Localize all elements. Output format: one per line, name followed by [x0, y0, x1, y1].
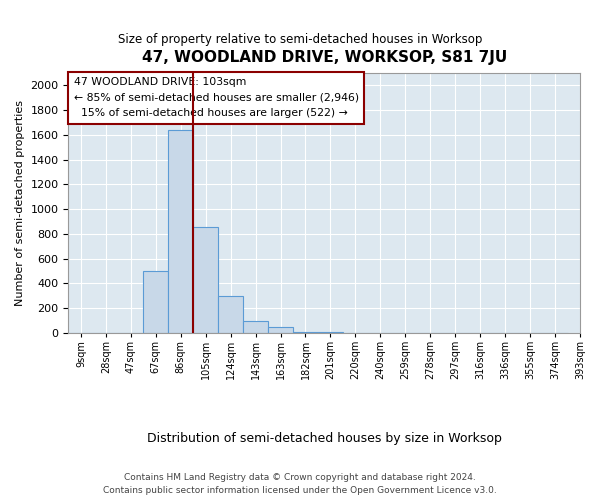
Bar [143, 271, 168, 333]
Bar [168, 130, 193, 333]
Bar [268, 326, 293, 333]
Bar [193, 226, 218, 333]
Text: 47 WOODLAND DRIVE: 103sqm
← 85% of semi-detached houses are smaller (2,946)
  15: 47 WOODLAND DRIVE: 103sqm ← 85% of semi-… [74, 77, 359, 118]
Text: Size of property relative to semi-detached houses in Worksop: Size of property relative to semi-detach… [118, 32, 482, 46]
Y-axis label: Number of semi-detached properties: Number of semi-detached properties [15, 100, 25, 306]
Text: Contains HM Land Registry data © Crown copyright and database right 2024.
Contai: Contains HM Land Registry data © Crown c… [103, 474, 497, 495]
Title: 47, WOODLAND DRIVE, WORKSOP, S81 7JU: 47, WOODLAND DRIVE, WORKSOP, S81 7JU [142, 50, 507, 65]
Bar [318, 332, 343, 333]
Bar [218, 296, 243, 333]
Bar [243, 320, 268, 333]
Bar [293, 332, 318, 333]
X-axis label: Distribution of semi-detached houses by size in Worksop: Distribution of semi-detached houses by … [147, 432, 502, 445]
